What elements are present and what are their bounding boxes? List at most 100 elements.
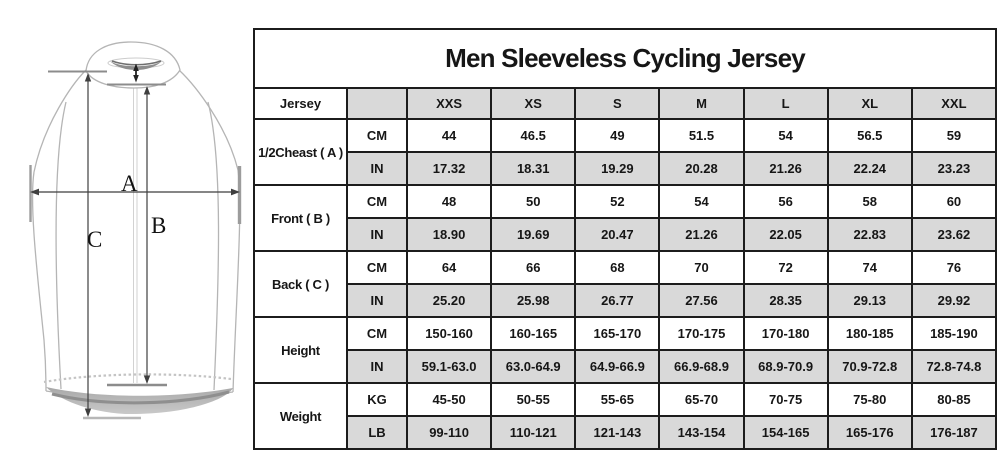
- value-cell: 76: [910, 250, 998, 285]
- value-cell: 54: [658, 184, 745, 219]
- jersey-measurement-diagram: A B C: [0, 0, 256, 447]
- unit-cell: CM: [346, 316, 408, 351]
- value-cell: 18.90: [405, 217, 493, 252]
- value-cell: 59.1-63.0: [405, 349, 493, 384]
- value-cell: 70: [658, 250, 745, 285]
- value-cell: 19.69: [490, 217, 577, 252]
- value-cell: 23.62: [910, 217, 998, 252]
- table-row: Front ( B ) CM 48 50 52 54 56 58 60: [253, 184, 998, 252]
- value-cell: 121-143: [574, 415, 661, 450]
- row-label-cell: Weight: [253, 382, 348, 450]
- value-cell: 74: [826, 250, 913, 285]
- value-cell: 75-80: [826, 382, 913, 417]
- unit-cell: CM: [346, 118, 408, 153]
- unit-cell: IN: [346, 217, 408, 252]
- jersey-collar-icon: [85, 41, 181, 89]
- value-cell: 28.35: [742, 283, 829, 318]
- value-cell: 63.0-64.9: [490, 349, 577, 384]
- row-label-cell: Back ( C ): [253, 250, 348, 318]
- table-row: Back ( C ) CM 64 66 68 70 72 74 76: [253, 250, 998, 318]
- value-cell: 20.47: [574, 217, 661, 252]
- value-cell: 17.32: [405, 151, 493, 186]
- value-cell: 72: [742, 250, 829, 285]
- value-cell: 29.92: [910, 283, 998, 318]
- value-cell: 51.5: [658, 118, 745, 153]
- value-cell: 150-160: [405, 316, 493, 351]
- value-cell: 99-110: [405, 415, 493, 450]
- collar-depth-arrow: [133, 63, 139, 83]
- value-cell: 52: [574, 184, 661, 219]
- value-cell: 185-190: [910, 316, 998, 351]
- value-cell: 55-65: [574, 382, 661, 417]
- table-row: 1/2Cheast ( A ) CM 44 46.5 49 51.5 54 56…: [253, 118, 998, 186]
- value-cell: 70-75: [742, 382, 829, 417]
- value-cell: 45-50: [405, 382, 493, 417]
- value-cell: 72.8-74.8: [910, 349, 998, 384]
- value-cell: 48: [405, 184, 493, 219]
- value-cell: 25.98: [490, 283, 577, 318]
- table-row: IN 59.1-63.0 63.0-64.9 64.9-66.9 66.9-68…: [254, 349, 998, 384]
- jersey-diagram-svg: A B C: [29, 41, 242, 420]
- unit-cell: IN: [346, 349, 408, 384]
- corner-header-cell: Jersey: [253, 87, 348, 120]
- table-row: LB 99-110 110-121 121-143 143-154 154-16…: [254, 415, 998, 450]
- size-header-cell: XL: [826, 87, 913, 120]
- value-cell: 56: [742, 184, 829, 219]
- value-cell: 165-176: [826, 415, 913, 450]
- value-cell: 66: [490, 250, 577, 285]
- value-cell: 60: [910, 184, 998, 219]
- value-cell: 22.05: [742, 217, 829, 252]
- size-header-cell: XS: [490, 87, 577, 120]
- row-label-cell: 1/2Cheast ( A ): [253, 118, 348, 186]
- value-cell: 143-154: [658, 415, 745, 450]
- value-cell: 70.9-72.8: [826, 349, 913, 384]
- value-cell: 44: [405, 118, 493, 153]
- size-header-cell: M: [658, 87, 745, 120]
- value-cell: 22.24: [826, 151, 913, 186]
- unit-cell: IN: [346, 151, 408, 186]
- table-title-row: Men Sleeveless Cycling Jersey: [253, 28, 997, 89]
- table-row: IN 25.20 25.98 26.77 27.56 28.35 29.13 2…: [254, 283, 998, 318]
- jersey-outline-icon: [31, 69, 241, 399]
- page-title: Men Sleeveless Cycling Jersey: [253, 28, 997, 89]
- value-cell: 21.26: [742, 151, 829, 186]
- value-cell: 21.26: [658, 217, 745, 252]
- value-cell: 80-85: [910, 382, 998, 417]
- table-row: IN 18.90 19.69 20.47 21.26 22.05 22.83 2…: [254, 217, 998, 252]
- value-cell: 66.9-68.9: [658, 349, 745, 384]
- value-cell: 27.56: [658, 283, 745, 318]
- table-header-row: Jersey XXS XS S M L XL XXL: [253, 87, 998, 120]
- value-cell: 68: [574, 250, 661, 285]
- jersey-hem-shading: [46, 387, 233, 415]
- unit-cell: KG: [346, 382, 408, 417]
- value-cell: 46.5: [490, 118, 577, 153]
- unit-cell: IN: [346, 283, 408, 318]
- value-cell: 54: [742, 118, 829, 153]
- diagram-label-c: C: [87, 227, 102, 252]
- value-cell: 65-70: [658, 382, 745, 417]
- size-header-cell: XXS: [405, 87, 493, 120]
- value-cell: 154-165: [742, 415, 829, 450]
- row-label-cell: Front ( B ): [253, 184, 348, 252]
- value-cell: 110-121: [490, 415, 577, 450]
- value-cell: 176-187: [910, 415, 998, 450]
- value-cell: 18.31: [490, 151, 577, 186]
- value-cell: 50-55: [490, 382, 577, 417]
- value-cell: 29.13: [826, 283, 913, 318]
- unit-cell: CM: [346, 250, 408, 285]
- diagram-label-a: A: [121, 171, 138, 196]
- value-cell: 180-185: [826, 316, 913, 351]
- value-cell: 56.5: [826, 118, 913, 153]
- unit-cell: CM: [346, 184, 408, 219]
- value-cell: 26.77: [574, 283, 661, 318]
- value-cell: 68.9-70.9: [742, 349, 829, 384]
- value-cell: 22.83: [826, 217, 913, 252]
- measurement-arrow-a: [29, 165, 242, 224]
- value-cell: 20.28: [658, 151, 745, 186]
- value-cell: 59: [910, 118, 998, 153]
- value-cell: 64.9-66.9: [574, 349, 661, 384]
- unit-header-cell: [346, 87, 408, 120]
- table-row: Height CM 150-160 160-165 165-170 170-17…: [253, 316, 998, 384]
- size-header-cell: L: [742, 87, 829, 120]
- value-cell: 64: [405, 250, 493, 285]
